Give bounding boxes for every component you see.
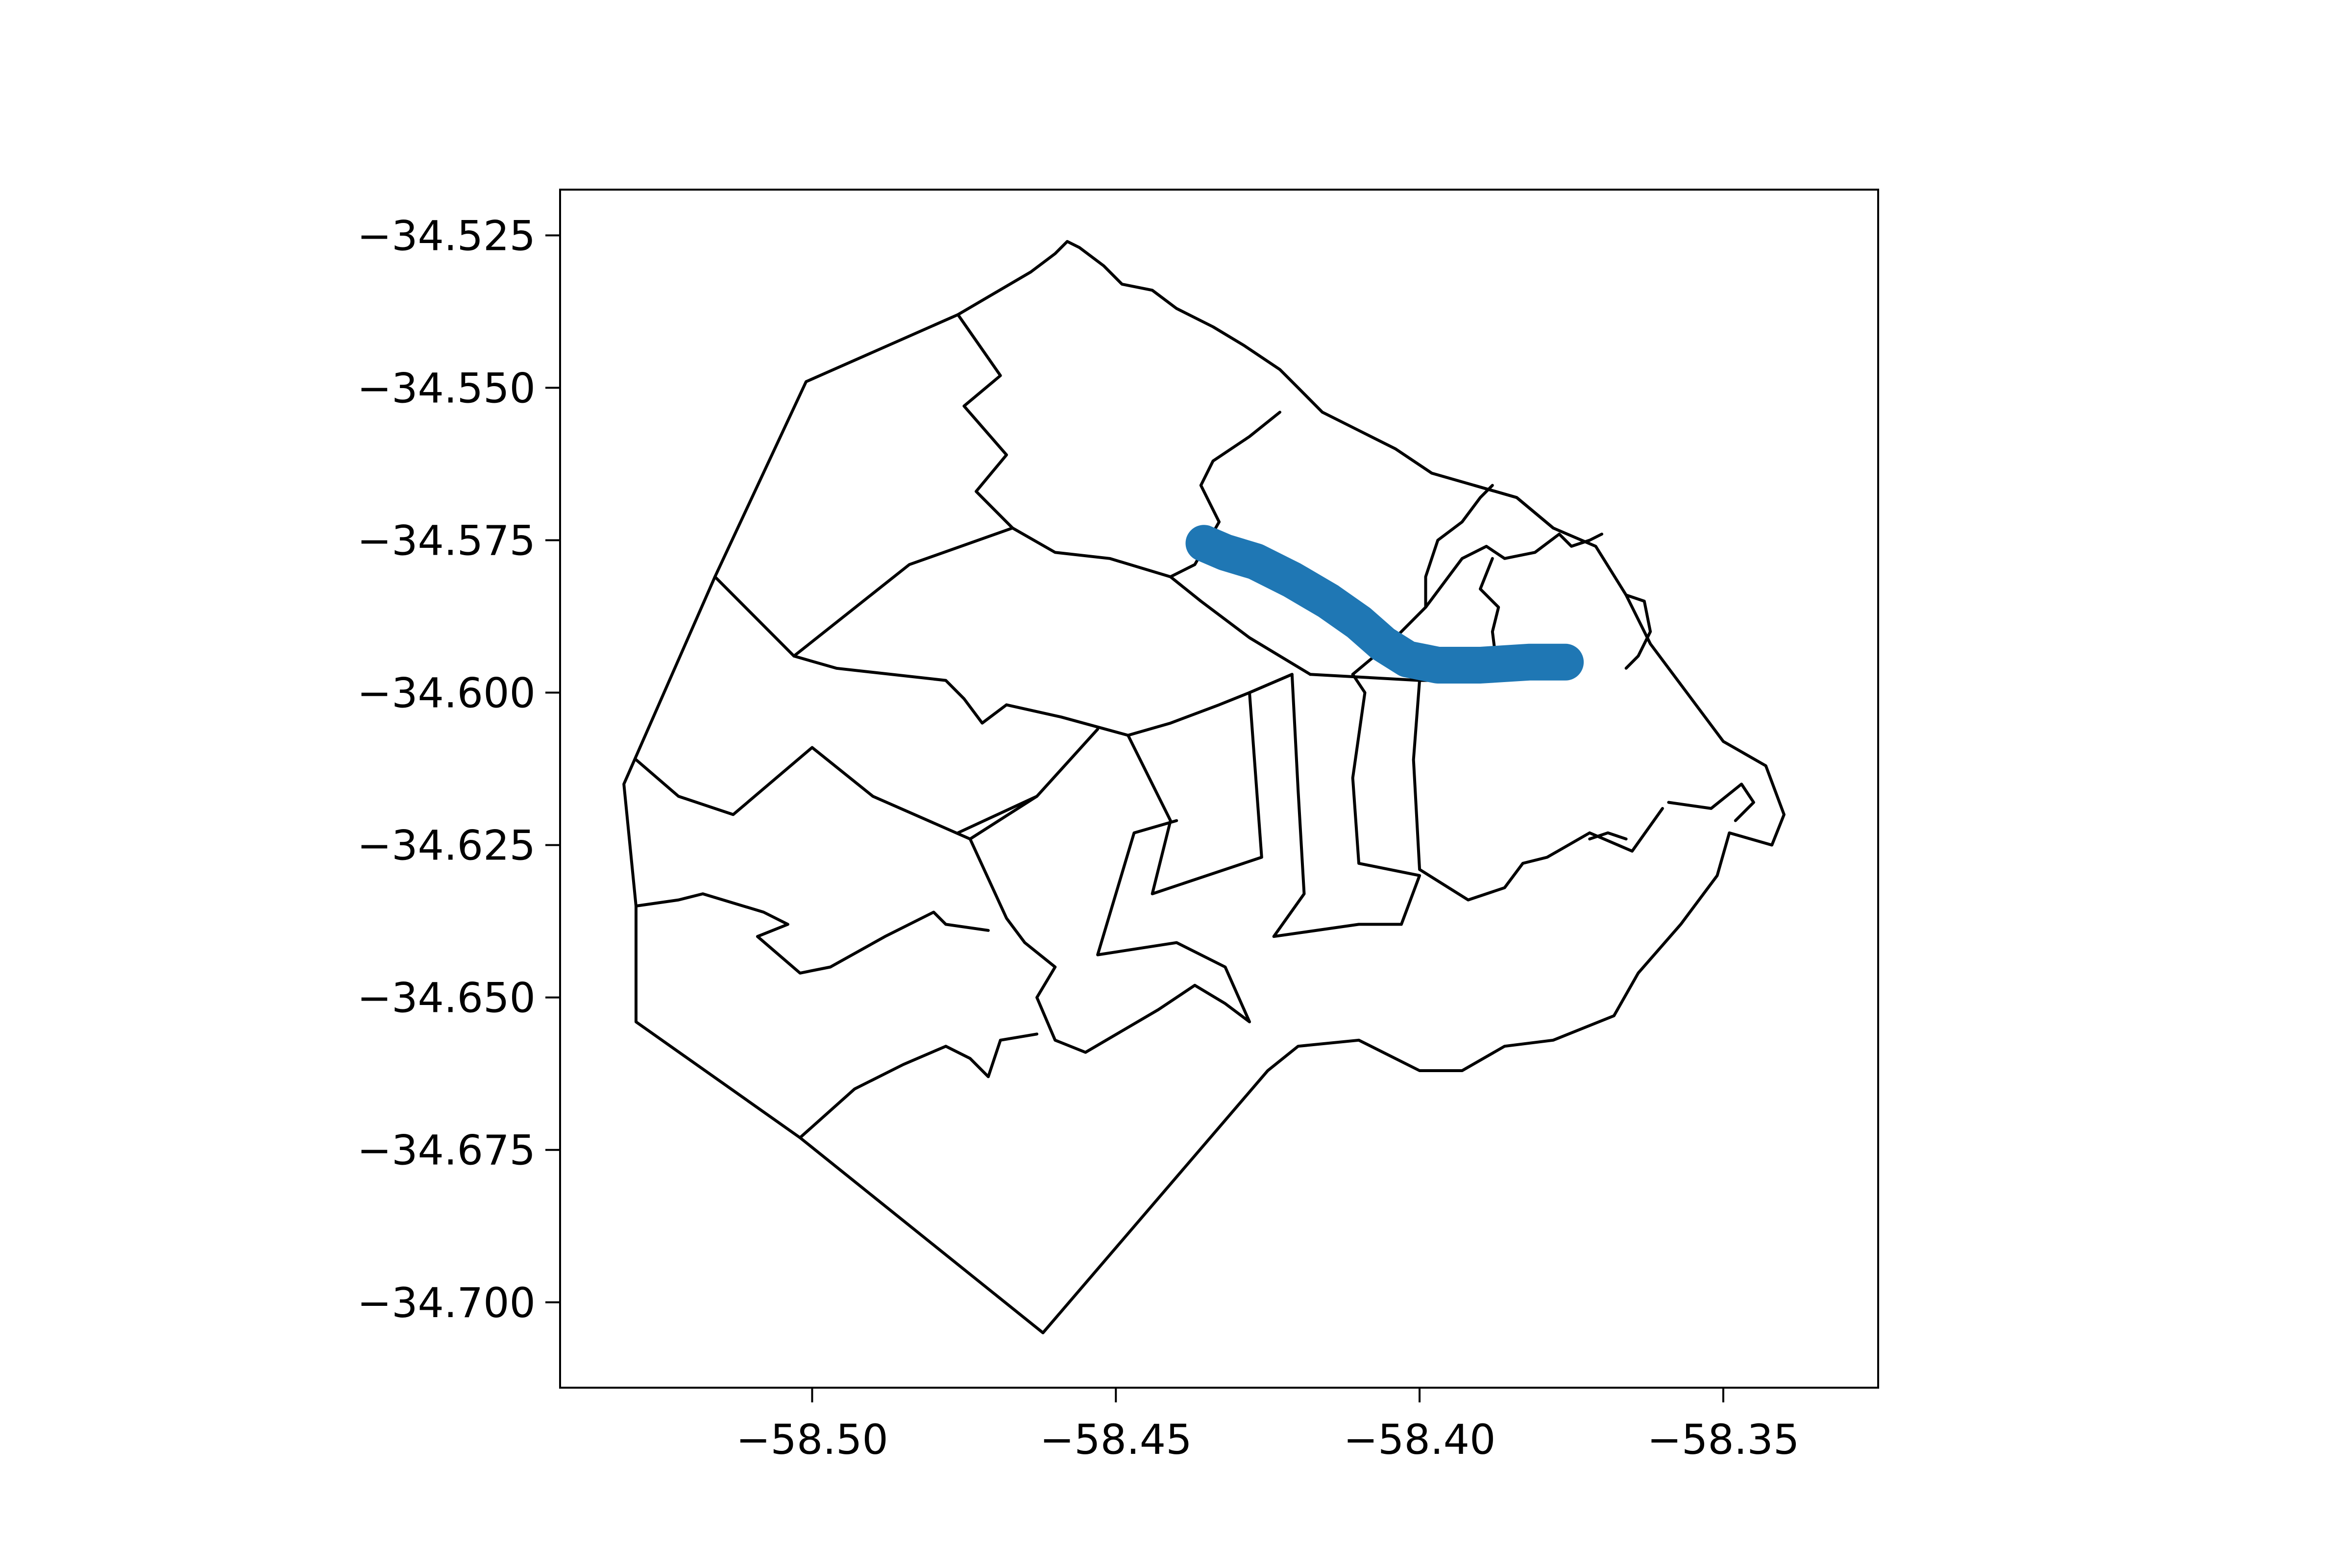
district-boundary-1 bbox=[956, 313, 1014, 530]
y-tick-label-4: −34.625 bbox=[357, 822, 536, 870]
x-axis: −58.50 −58.45 −58.40 −58.35 bbox=[736, 1388, 1799, 1464]
route-layer bbox=[1185, 525, 1584, 684]
district-boundary-13 bbox=[1412, 679, 1664, 902]
district-boundary-4 bbox=[1169, 575, 1312, 676]
district-boundary-7 bbox=[968, 819, 1251, 1054]
district-boundary-20 bbox=[1588, 831, 1628, 841]
district-boundary-0 bbox=[622, 240, 1786, 1334]
x-tick-label-3: −58.35 bbox=[1647, 1416, 1799, 1464]
district-boundary-11 bbox=[1248, 673, 1294, 694]
boundaries-layer bbox=[622, 240, 1786, 1334]
district-boundary-18 bbox=[1624, 593, 1652, 670]
y-axis: −34.525 −34.550 −34.575 −34.600 −34.625 −34.6… bbox=[357, 212, 560, 1327]
axes-frame bbox=[559, 189, 1879, 1389]
district-boundary-8 bbox=[635, 892, 990, 975]
y-tick-label-2: −34.575 bbox=[357, 516, 536, 564]
district-boundary-9 bbox=[798, 1032, 1039, 1139]
district-boundary-10 bbox=[1127, 673, 1421, 938]
y-tick-label-3: −34.600 bbox=[357, 669, 536, 717]
x-tick-label-0: −58.50 bbox=[736, 1416, 888, 1464]
district-boundary-3 bbox=[792, 654, 1251, 737]
y-tick-label-7: −34.700 bbox=[357, 1279, 536, 1327]
y-tick-label-5: −34.650 bbox=[357, 974, 536, 1022]
district-boundary-15 bbox=[1424, 484, 1494, 609]
y-tick-label-1: −34.550 bbox=[357, 364, 536, 412]
x-tick-label-1: −58.45 bbox=[1040, 1416, 1192, 1464]
district-boundary-14 bbox=[1351, 533, 1603, 676]
y-tick-label-0: −34.525 bbox=[357, 212, 536, 260]
y-tick-label-6: −34.675 bbox=[357, 1127, 536, 1175]
district-boundary-5 bbox=[635, 728, 1100, 841]
x-tick-label-2: −58.40 bbox=[1344, 1416, 1496, 1464]
district-boundary-19 bbox=[1667, 783, 1755, 822]
route-line bbox=[1185, 525, 1584, 684]
district-boundary-6 bbox=[956, 795, 1039, 834]
district-boundary-16 bbox=[1472, 484, 1555, 530]
